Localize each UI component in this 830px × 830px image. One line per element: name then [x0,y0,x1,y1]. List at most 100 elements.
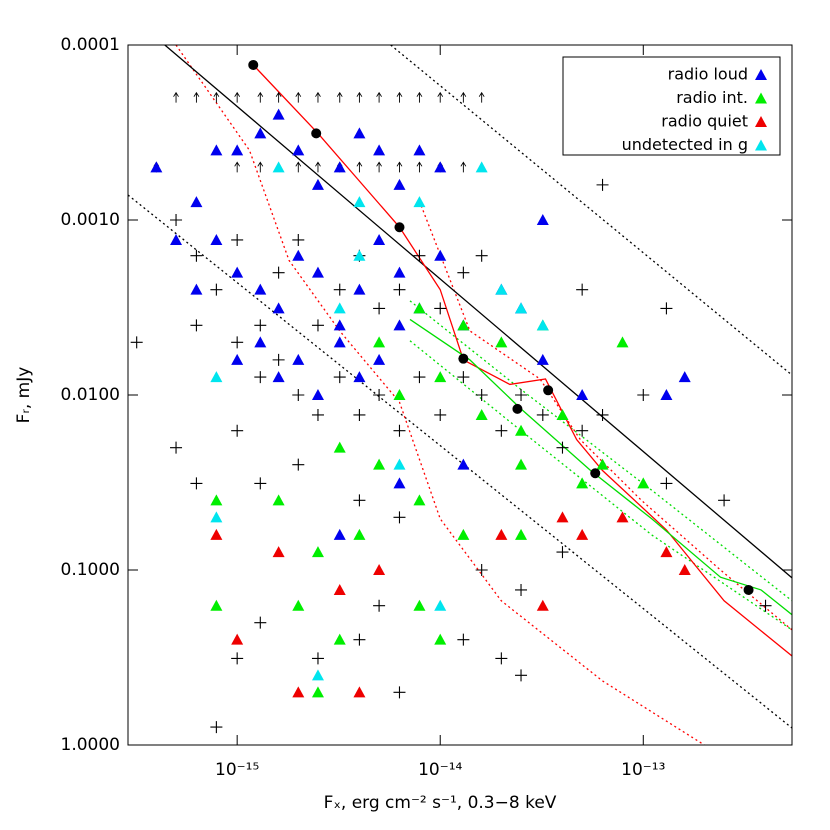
upper-limit-arrow [416,91,423,103]
plus-marker [457,633,470,646]
plus-marker [231,652,244,665]
axes: 10⁻¹⁵ 10⁻¹⁴ 10⁻¹³ 0.0001 0.0010 0.0100 0.1000 1… [61,35,792,780]
triangle-marker [210,528,223,540]
plus-marker [495,424,508,437]
plus-marker [231,336,244,349]
legend-swatch [755,92,767,104]
plus-marker [393,283,406,296]
triangle-marker [333,441,346,453]
dot-marker [512,403,523,414]
triangle-marker [457,528,470,540]
triangle-marker [333,161,346,173]
x-axis-label: Fₓ, erg cm⁻² s⁻¹, 0.3−8 keV [324,793,557,813]
triangle-marker [434,599,447,611]
upper-limit-arrow [173,91,179,103]
triangle-marker [292,144,305,156]
plus-marker [434,408,447,421]
triangle-marker [678,564,691,575]
plus-marker [254,616,267,629]
plus-marker [373,599,386,612]
triangle-marker [616,336,629,348]
triangle-marker [210,599,223,611]
plus-marker [210,283,223,296]
legend-label: undetected in g [622,135,748,154]
upper-limit-arrow [478,91,485,103]
plus-marker [475,389,488,401]
upper-limit-arrow [257,91,264,103]
triangle-marker [495,528,508,540]
upper-limit-arrow [275,91,282,103]
triangle-marker [373,458,386,470]
triangle-marker [536,214,549,225]
legend-label: radio int. [676,88,748,107]
upper-limit-arrow [295,161,302,173]
triangle-marker [272,161,285,173]
plus-marker [515,583,528,596]
triangle-marker [333,528,346,540]
plus-marker [170,441,183,454]
legend-swatch [755,116,767,127]
upper-limit-arrow [315,161,321,173]
triangle-marker [210,511,223,523]
triangle-marker [393,319,406,331]
dot-marker [458,353,469,364]
triangle-marker [434,371,447,383]
dot-marker [743,584,754,595]
upper-limit-arrow [460,91,467,103]
triangle-marker [311,669,324,681]
triangle-marker [292,249,305,261]
triangle-marker [353,283,366,295]
triangle-marker [333,319,346,331]
triangle-marker [210,371,223,383]
plus-marker [190,477,203,490]
plus-marker [353,408,366,421]
dot-marker [394,222,405,233]
curve [164,45,792,579]
plus-marker [393,511,406,524]
triangle-marker [393,477,406,489]
upper-limit-arrow [193,91,200,103]
triangle-marker [254,336,267,348]
triangle-marker [393,266,406,278]
triangle-marker [292,686,305,698]
plus-marker [190,319,203,332]
plus-marker [333,371,346,384]
x-tick-label: 10⁻¹³ [621,760,665,780]
plus-marker [272,266,285,279]
upper-limit-arrow [356,91,363,103]
triangle-marker [210,144,223,156]
triangle-marker [190,283,203,295]
triangle-marker [515,424,528,436]
triangle-marker [515,458,528,470]
triangle-marker [413,196,426,208]
points [130,59,772,734]
triangle-marker [353,196,366,208]
plus-marker [311,408,324,421]
triangle-marker [495,336,508,348]
y-tick-label: 1.0000 [61,735,120,755]
triangle-marker [292,599,305,611]
curve [409,300,792,602]
plus-marker [311,652,324,665]
triangle-marker [333,583,346,595]
plus-marker [576,283,589,296]
plus-marker [170,214,183,226]
plus-marker [231,233,244,246]
triangle-marker [495,283,508,295]
plus-marker [373,302,386,315]
triangle-marker [210,233,223,245]
triangle-marker [515,528,528,540]
plus-marker [373,389,386,401]
plus-marker [353,633,366,646]
triangle-marker [434,249,447,261]
plus-marker [254,319,267,332]
upper-limit-arrow [356,161,363,173]
triangle-marker [515,302,528,314]
triangle-marker [311,389,324,400]
upper-limit-arrow [396,161,403,173]
upper-limit-arrow [315,91,321,103]
triangle-marker [475,408,488,420]
plus-marker [536,408,549,421]
triangle-marker [170,233,183,245]
